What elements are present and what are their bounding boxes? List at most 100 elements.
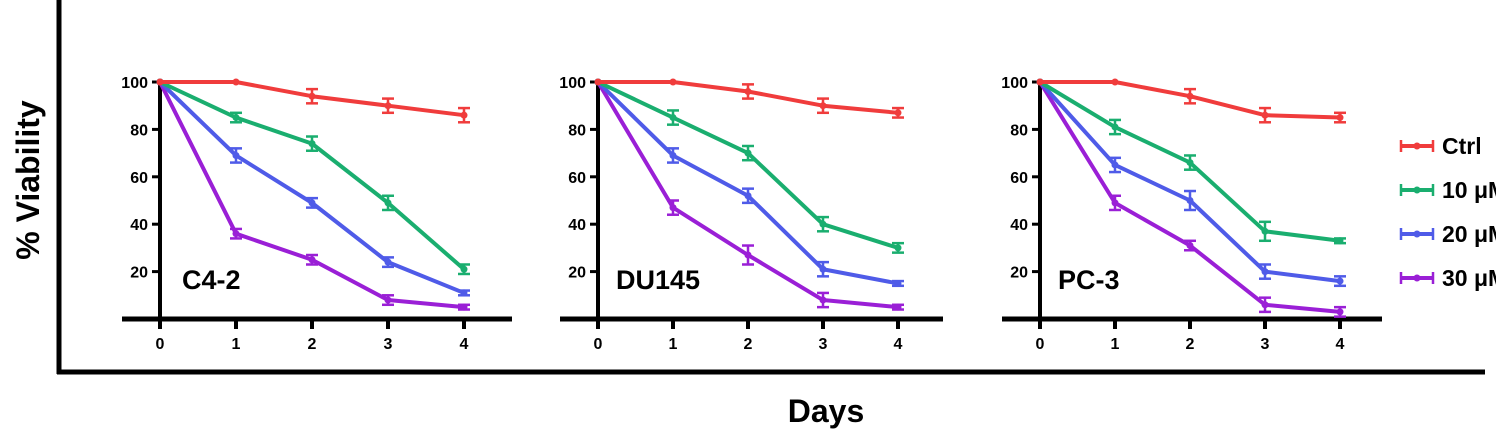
data-point bbox=[308, 140, 316, 148]
x-tick-label: 0 bbox=[156, 336, 165, 353]
panel-label: DU145 bbox=[616, 265, 700, 295]
data-point bbox=[384, 258, 392, 266]
data-point bbox=[744, 251, 752, 259]
data-point bbox=[308, 256, 316, 264]
data-point bbox=[1336, 114, 1344, 122]
data-point bbox=[384, 102, 392, 110]
series-Ctrl bbox=[1036, 78, 1346, 124]
legend-item: 10 μM bbox=[1399, 177, 1496, 203]
data-point bbox=[232, 151, 240, 159]
data-point bbox=[894, 279, 902, 287]
x-axis-title: Days bbox=[788, 393, 865, 429]
y-tick-label: 20 bbox=[1010, 265, 1028, 282]
data-point bbox=[819, 102, 827, 110]
data-point bbox=[744, 87, 752, 95]
data-point bbox=[232, 230, 240, 238]
y-axis-title: % Viability bbox=[10, 100, 46, 260]
series-Ctrl bbox=[594, 78, 904, 119]
data-point bbox=[819, 296, 827, 304]
x-tick-label: 2 bbox=[1186, 336, 1195, 353]
y-tick-label: 80 bbox=[568, 122, 586, 139]
data-point bbox=[1336, 308, 1344, 316]
legend-label: 20 μM bbox=[1442, 221, 1496, 247]
data-point bbox=[594, 78, 602, 86]
data-point bbox=[669, 78, 677, 86]
series-Ctrl bbox=[156, 78, 470, 124]
data-point bbox=[1186, 197, 1194, 204]
x-tick-label: 2 bbox=[744, 336, 753, 353]
data-point bbox=[669, 151, 677, 159]
data-point bbox=[460, 265, 468, 273]
data-point bbox=[744, 192, 752, 200]
data-point bbox=[1261, 111, 1269, 119]
panel-2: 0 1 2 3 4 20 40 60 80 100 PC-3 bbox=[1001, 75, 1382, 353]
y-tick-label: 60 bbox=[568, 170, 586, 187]
data-point bbox=[1111, 123, 1119, 131]
data-point bbox=[1261, 268, 1269, 276]
data-point bbox=[669, 204, 677, 212]
y-tick-label: 40 bbox=[1010, 217, 1028, 234]
y-tick-label: 40 bbox=[130, 217, 148, 234]
legend-swatch-marker bbox=[1413, 142, 1421, 150]
x-tick-label: 3 bbox=[384, 336, 393, 353]
y-tick-label: 20 bbox=[568, 265, 586, 282]
data-point bbox=[744, 149, 752, 157]
panel-label: PC-3 bbox=[1058, 265, 1120, 295]
x-tick-label: 4 bbox=[1336, 336, 1345, 353]
data-point bbox=[460, 303, 468, 311]
data-point bbox=[1186, 242, 1194, 250]
legend-label: Ctrl bbox=[1442, 133, 1482, 159]
panel-1: 0 1 2 3 4 20 40 60 80 100 DU145 bbox=[559, 75, 943, 353]
legend-label: 10 μM bbox=[1442, 177, 1496, 203]
legend-item: Ctrl bbox=[1399, 133, 1482, 159]
series-10-μM bbox=[594, 78, 904, 254]
y-tick-label: 100 bbox=[559, 75, 586, 92]
data-point bbox=[819, 220, 827, 228]
series-10-μM bbox=[156, 78, 470, 276]
data-point bbox=[1336, 237, 1344, 245]
x-tick-label: 2 bbox=[308, 336, 317, 353]
data-point bbox=[384, 296, 392, 304]
data-point bbox=[460, 111, 468, 119]
data-point bbox=[1111, 78, 1119, 86]
data-point bbox=[669, 114, 677, 122]
legend-swatch-marker bbox=[1413, 186, 1421, 194]
y-tick-label: 80 bbox=[1010, 122, 1028, 139]
data-point bbox=[1186, 92, 1194, 100]
data-point bbox=[1261, 301, 1269, 309]
series-20-μM bbox=[594, 78, 904, 288]
data-point bbox=[308, 92, 316, 100]
legend-swatch-marker bbox=[1413, 274, 1421, 282]
panel-0: 0 1 2 3 4 20 40 60 80 100 C4-2 bbox=[121, 75, 512, 353]
y-tick-label: 40 bbox=[568, 217, 586, 234]
x-tick-label: 1 bbox=[232, 336, 241, 353]
legend-item: 20 μM bbox=[1399, 221, 1496, 247]
y-tick-label: 80 bbox=[130, 122, 148, 139]
y-tick-label: 100 bbox=[1001, 75, 1028, 92]
panels: 0 1 2 3 4 20 40 60 80 100 C4-2 0 1 2 3 4 20 40 60 80 100 DU14… bbox=[121, 75, 1382, 353]
data-point bbox=[894, 303, 902, 311]
data-point bbox=[156, 78, 164, 86]
data-point bbox=[1036, 78, 1044, 86]
x-tick-label: 3 bbox=[1261, 336, 1270, 353]
legend: Ctrl 10 μM 20 μM 30 μM bbox=[1399, 133, 1496, 291]
data-point bbox=[1111, 161, 1119, 169]
x-tick-label: 1 bbox=[1111, 336, 1120, 353]
x-tick-label: 4 bbox=[894, 336, 903, 353]
series-30-μM bbox=[156, 78, 470, 311]
data-point bbox=[1186, 159, 1194, 167]
data-point bbox=[894, 109, 902, 117]
data-point bbox=[232, 114, 240, 122]
x-tick-label: 0 bbox=[594, 336, 603, 353]
y-tick-label: 60 bbox=[1010, 170, 1028, 187]
data-point bbox=[1261, 227, 1269, 235]
panel-label: C4-2 bbox=[182, 265, 241, 295]
x-tick-label: 1 bbox=[669, 336, 678, 353]
data-point bbox=[1111, 199, 1119, 207]
data-point bbox=[232, 78, 240, 86]
y-tick-label: 20 bbox=[130, 265, 148, 282]
data-point bbox=[1336, 277, 1344, 285]
y-tick-label: 60 bbox=[130, 170, 148, 187]
x-tick-label: 3 bbox=[819, 336, 828, 353]
